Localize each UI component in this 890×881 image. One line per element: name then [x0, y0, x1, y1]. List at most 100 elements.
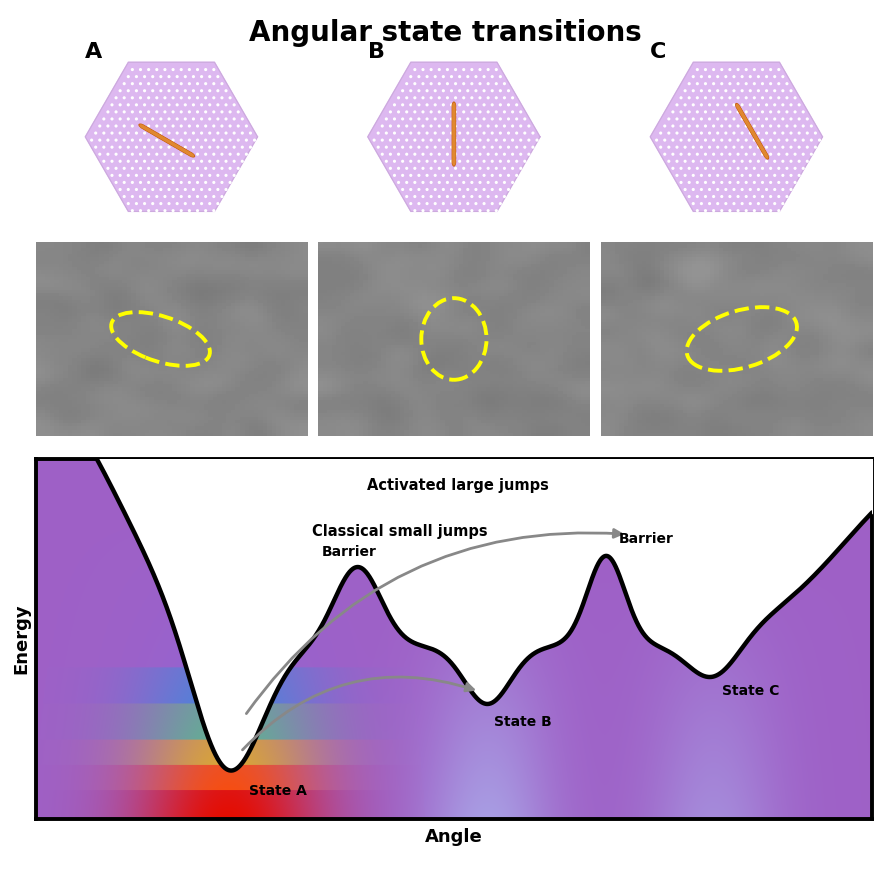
Circle shape — [131, 195, 134, 198]
Circle shape — [748, 188, 752, 191]
Ellipse shape — [162, 137, 168, 142]
Circle shape — [118, 103, 122, 107]
Circle shape — [240, 117, 244, 121]
Circle shape — [392, 117, 396, 121]
Circle shape — [487, 82, 490, 85]
Circle shape — [802, 167, 805, 170]
Circle shape — [172, 152, 174, 156]
Circle shape — [789, 174, 793, 177]
Circle shape — [175, 159, 179, 163]
Ellipse shape — [747, 123, 752, 130]
Circle shape — [740, 174, 744, 177]
Circle shape — [797, 174, 801, 177]
Circle shape — [441, 174, 445, 177]
Ellipse shape — [138, 123, 147, 130]
Circle shape — [474, 89, 478, 93]
Circle shape — [704, 96, 707, 100]
Circle shape — [487, 167, 490, 170]
Circle shape — [753, 167, 756, 170]
Circle shape — [147, 68, 150, 71]
Circle shape — [777, 152, 781, 156]
Circle shape — [724, 103, 727, 107]
Circle shape — [756, 174, 760, 177]
Circle shape — [212, 68, 215, 71]
Circle shape — [676, 131, 678, 135]
Circle shape — [446, 110, 449, 114]
Circle shape — [765, 159, 768, 163]
Circle shape — [159, 159, 163, 163]
Circle shape — [523, 145, 526, 149]
Circle shape — [458, 188, 461, 191]
Circle shape — [761, 195, 764, 198]
Circle shape — [110, 159, 114, 163]
Circle shape — [724, 159, 727, 163]
Circle shape — [425, 103, 429, 107]
Circle shape — [498, 131, 502, 135]
Circle shape — [425, 159, 429, 163]
Circle shape — [376, 145, 380, 149]
Circle shape — [802, 138, 805, 142]
Circle shape — [192, 117, 195, 121]
Circle shape — [789, 117, 793, 121]
Circle shape — [221, 181, 223, 184]
Ellipse shape — [161, 137, 170, 143]
Circle shape — [389, 110, 392, 114]
Circle shape — [192, 188, 195, 191]
Circle shape — [756, 117, 760, 121]
Circle shape — [753, 110, 756, 114]
Circle shape — [221, 110, 223, 114]
Circle shape — [98, 138, 101, 142]
Ellipse shape — [451, 128, 457, 137]
Ellipse shape — [452, 102, 456, 110]
Circle shape — [761, 138, 764, 142]
Ellipse shape — [762, 149, 766, 156]
Circle shape — [495, 181, 498, 184]
Circle shape — [175, 202, 179, 205]
Circle shape — [482, 117, 486, 121]
Circle shape — [155, 68, 158, 71]
Ellipse shape — [177, 145, 186, 152]
Circle shape — [676, 174, 678, 177]
Circle shape — [224, 103, 228, 107]
Circle shape — [237, 152, 239, 156]
Circle shape — [684, 188, 687, 191]
Circle shape — [769, 68, 773, 71]
Circle shape — [737, 152, 740, 156]
Circle shape — [769, 181, 773, 184]
Circle shape — [151, 174, 154, 177]
Circle shape — [175, 188, 179, 191]
Circle shape — [765, 202, 768, 205]
Circle shape — [208, 75, 211, 78]
Ellipse shape — [451, 142, 457, 152]
Circle shape — [208, 89, 211, 93]
Ellipse shape — [451, 153, 457, 163]
Circle shape — [216, 89, 220, 93]
Circle shape — [740, 103, 744, 107]
Circle shape — [401, 145, 404, 149]
Circle shape — [507, 174, 510, 177]
Circle shape — [200, 89, 203, 93]
Circle shape — [679, 96, 683, 100]
Circle shape — [450, 174, 453, 177]
Circle shape — [679, 167, 683, 170]
Circle shape — [454, 96, 457, 100]
Circle shape — [470, 195, 473, 198]
Circle shape — [482, 202, 486, 205]
Circle shape — [515, 159, 518, 163]
Circle shape — [712, 152, 716, 156]
Circle shape — [748, 75, 752, 78]
Circle shape — [495, 167, 498, 170]
Circle shape — [212, 138, 215, 142]
Ellipse shape — [452, 151, 456, 159]
Circle shape — [756, 188, 760, 191]
FancyArrowPatch shape — [242, 677, 473, 750]
Circle shape — [704, 209, 707, 212]
Circle shape — [167, 159, 171, 163]
Ellipse shape — [158, 136, 166, 140]
Ellipse shape — [158, 135, 166, 141]
Ellipse shape — [451, 150, 457, 159]
Circle shape — [523, 117, 526, 121]
Ellipse shape — [146, 128, 152, 133]
Circle shape — [147, 195, 150, 198]
Circle shape — [135, 159, 138, 163]
